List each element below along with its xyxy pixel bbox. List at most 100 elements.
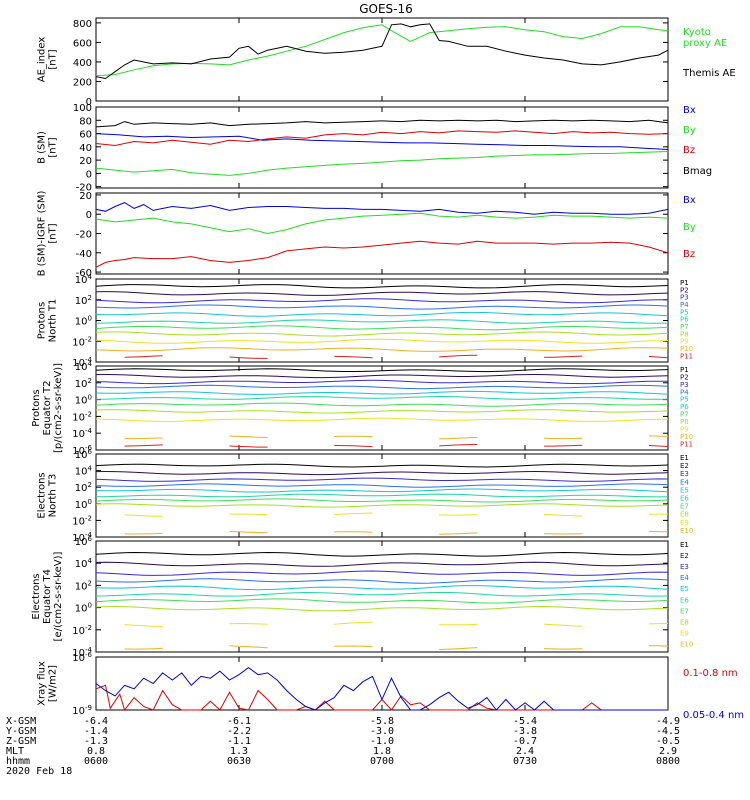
channel-label: E9 (680, 629, 689, 637)
channel-line (95, 498, 669, 503)
channel-line (95, 338, 669, 344)
y-axis-label: ProtonsNorth T1 (37, 299, 59, 343)
footer-row-label: Y-GSM (6, 726, 36, 737)
channel-label: P2 (680, 373, 689, 381)
panel-frame (95, 192, 669, 275)
channel-line (95, 373, 669, 379)
y-tick-label: 10-4 (72, 427, 92, 440)
channel-line (95, 483, 669, 488)
channel-segment (439, 444, 478, 447)
time-axis-footer: X-GSM -6.4 -6.1 -5.8 -5.4 -4.9 Y-GSM -1.4 -2.2 -3… (6, 716, 680, 777)
y-axis-label-line: [e/(cm2-s-sr-keV)] (53, 551, 64, 641)
channel-label: P3 (680, 381, 689, 389)
channel-label: P9 (680, 338, 689, 346)
legend-entry-line: Bz (683, 249, 695, 260)
channel-label: P6 (680, 403, 689, 411)
y-tick-label: 80 (79, 116, 92, 127)
channel-label: P4 (680, 388, 689, 396)
y-tick-exponent: 2 (88, 377, 92, 385)
channel-segment (334, 355, 373, 359)
channel-line (95, 463, 669, 468)
channel-segment (124, 437, 163, 440)
plot-title: GOES-16 (359, 2, 413, 16)
series-line-4 (95, 119, 669, 128)
series-line-1 (95, 133, 669, 150)
legend-entry: Bx (683, 105, 696, 116)
channel-segment (229, 513, 268, 516)
y-tick-label: 400 (73, 58, 92, 69)
y-tick-label: 106 (75, 535, 93, 548)
channel-line (95, 379, 668, 385)
channel-label: E8 (680, 618, 689, 626)
footer-row-value: -5.4 (513, 716, 537, 727)
y-tick-label: 100 (75, 315, 92, 328)
y-tick-label: 20 (79, 191, 92, 202)
y-axis-label-line: [nT] (48, 223, 59, 243)
channel-label: P5 (680, 396, 689, 404)
channel-line (95, 551, 669, 557)
footer-row-value: 0700 (370, 756, 394, 767)
legend-entry: Bx (683, 195, 696, 206)
channel-line (95, 570, 669, 576)
channel-line (95, 325, 669, 331)
y-tick-exponent: 2 (88, 481, 92, 489)
y-axis-label-line: B (SM)-IGRF (SM) (37, 191, 48, 277)
legend-entry-line: 0.1-0.8 nm (683, 668, 738, 679)
y-tick-label: 20 (79, 156, 92, 167)
y-axis-label: Xray flux[W/m2] (37, 661, 59, 706)
footer-row-value: -1.0 (370, 736, 394, 747)
channel-label: P10 (680, 345, 693, 353)
channel-line (95, 488, 669, 493)
channel-label: E10 (680, 640, 693, 648)
y-axis-label-line: [W/m2] (48, 665, 59, 702)
series-line-3 (95, 130, 669, 147)
y-axis-label-line: Protons (31, 389, 42, 426)
channel-segment (124, 514, 163, 517)
footer-row-value: 0630 (227, 756, 251, 767)
y-tick-label: 10-2 (72, 335, 92, 348)
y-tick-exponent: 0 (88, 315, 92, 323)
y-axis-label-line: AE_index (37, 37, 48, 83)
y-tick-label: 0 (86, 97, 92, 108)
y-tick-label: 104 (75, 557, 93, 570)
channel-line (95, 578, 669, 584)
channel-line (95, 304, 669, 310)
panel-frame (95, 365, 669, 451)
channel-label: E3 (680, 470, 689, 478)
footer-date: 2020 Feb 18 (6, 766, 72, 777)
channel-segment (439, 532, 478, 535)
channel-label: P11 (680, 440, 693, 448)
channel-line (95, 409, 669, 414)
y-tick-exponent: 4 (88, 273, 93, 281)
y-tick-label: -20 (76, 183, 92, 194)
channel-segment (229, 356, 268, 359)
channel-segment (334, 645, 373, 648)
y-axis-label-line: Equator T4 (42, 569, 53, 624)
y-axis-label-line: [nT] (48, 49, 59, 69)
channel-label: E2 (680, 552, 689, 560)
legend-entry-line: 0.05-0.4 nm (683, 710, 744, 721)
legend-entry-line: By (683, 222, 696, 233)
legend-entry-line: Bz (683, 145, 695, 156)
panel-2: -20 0 20 40 60 80 100 B (SM)[nT] Bx By Bz Bmag (37, 103, 713, 194)
channel-label: E2 (680, 462, 689, 470)
y-tick-label: 0 (86, 210, 92, 221)
y-tick-exponent: 0 (88, 498, 92, 506)
y-tick-exponent: -4 (85, 531, 93, 539)
channel-label: E10 (680, 527, 693, 535)
y-axis-label: AE_index[nT] (37, 37, 59, 83)
series-line-2 (95, 151, 669, 176)
channel-label: P8 (680, 418, 689, 426)
y-tick-label: 60 (79, 130, 92, 141)
channel-label: E4 (680, 478, 689, 486)
footer-row-value: -1.4 (84, 726, 108, 737)
footer-row-value: -5.8 (370, 716, 394, 727)
channel-label: P5 (680, 308, 689, 316)
y-tick-label: 102 (75, 579, 92, 592)
y-tick-exponent: 0 (88, 602, 92, 610)
y-axis-label-line: North T3 (48, 474, 59, 518)
channel-label: E9 (680, 519, 689, 527)
